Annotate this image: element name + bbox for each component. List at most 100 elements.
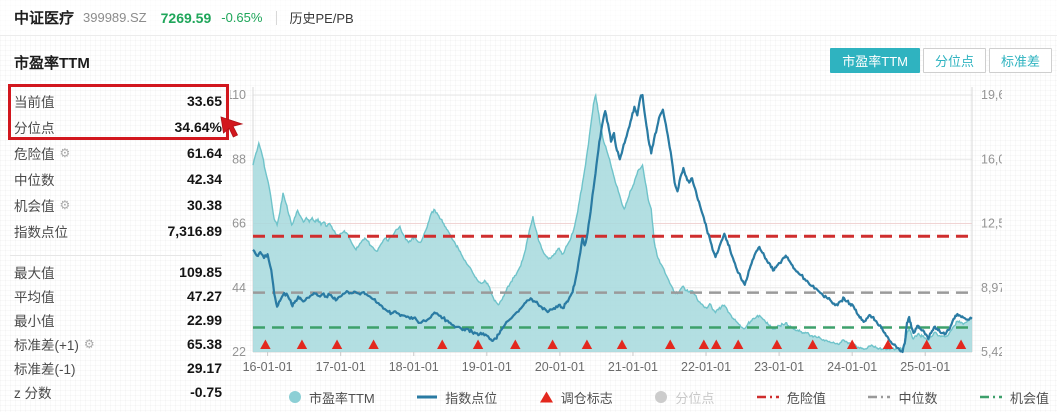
- svg-text:19-01-01: 19-01-01: [462, 360, 512, 374]
- stat-value: -0.75: [190, 384, 222, 400]
- stat-value: 30.38: [186, 197, 222, 213]
- stats-group-extra: 最大值 109.85 平均值 47.27 最小值 22.99 标准差(+1) ⚙ 65.38 标准…: [14, 260, 222, 404]
- legend-label: 中位数: [898, 390, 938, 406]
- rebalance-marker-icon: [368, 339, 379, 349]
- rebalance-marker-icon: [437, 339, 448, 349]
- legend-item-危险值[interactable]: 危险值: [756, 388, 826, 407]
- stat-label: 指数点位: [14, 225, 68, 240]
- stat-value: 34.64%: [174, 119, 222, 135]
- legend-dot-icon: [289, 391, 301, 403]
- stat-row: 机会值 ⚙ 30.38: [14, 192, 222, 218]
- stats-divider: [10, 255, 222, 256]
- legend-label: 调仓标志: [560, 390, 613, 406]
- stat-label: 最大值: [14, 266, 55, 281]
- stat-row: 最大值 109.85: [14, 260, 222, 284]
- stat-value: 65.38: [186, 336, 222, 352]
- stat-label: 最小值: [14, 314, 55, 329]
- legend-item-市盈率TTM[interactable]: 市盈率TTM: [288, 388, 375, 407]
- svg-text:8,976: 8,976: [981, 281, 1002, 295]
- legend-item-调仓标志[interactable]: 调仓标志: [539, 388, 613, 407]
- stat-value: 109.85: [179, 264, 222, 280]
- svg-text:21-01-01: 21-01-01: [608, 360, 658, 374]
- legend-triangle-icon: [539, 391, 553, 403]
- stat-label: 危险值: [14, 147, 55, 162]
- stat-label: 标准差(-1): [14, 362, 76, 377]
- tab-分位点[interactable]: 分位点: [922, 48, 986, 73]
- legend-item-指数点位[interactable]: 指数点位: [416, 388, 497, 407]
- stat-row: 标准差(+1) ⚙ 65.38: [14, 332, 222, 356]
- rebalance-marker-icon: [882, 339, 894, 349]
- stat-value: 22.99: [186, 312, 222, 328]
- svg-text:22-01-01: 22-01-01: [681, 360, 731, 374]
- stat-row: 最小值 22.99: [14, 308, 222, 332]
- rebalance-marker-icon: [807, 339, 818, 349]
- svg-text:23-01-01: 23-01-01: [754, 360, 804, 374]
- rebalance-marker-icon: [955, 339, 967, 349]
- gear-icon[interactable]: ⚙: [59, 198, 71, 212]
- stat-label: 分位点: [14, 121, 55, 136]
- rebalance-marker-icon: [260, 339, 271, 349]
- gear-icon[interactable]: ⚙: [59, 146, 71, 160]
- stat-label: 机会值: [14, 199, 55, 214]
- legend-label: 分位点: [675, 390, 715, 406]
- svg-text:24-01-01: 24-01-01: [827, 360, 877, 374]
- stat-row: 分位点 34.64%: [14, 114, 222, 140]
- svg-text:16-01-01: 16-01-01: [243, 360, 293, 374]
- stat-value: 61.64: [186, 145, 222, 161]
- stat-row: 标准差(-1) 29.17: [14, 356, 222, 380]
- rebalance-marker-icon: [547, 339, 558, 349]
- pe-trend-chart: 22 5,422 44 8,976 66 12,530 88 16,084 110 19,637 1…: [230, 87, 1002, 374]
- tab-标准差[interactable]: 标准差: [988, 48, 1052, 73]
- index-line: [252, 93, 973, 354]
- legend-line-icon: [417, 395, 438, 399]
- legend-item-中位数[interactable]: 中位数: [867, 388, 937, 407]
- svg-text:19,637: 19,637: [981, 88, 1002, 102]
- panel-title: 市盈率TTM: [14, 55, 90, 72]
- stat-row: 指数点位 7,316.89: [14, 218, 222, 244]
- stat-label: z 分数: [14, 386, 52, 401]
- svg-text:16,084: 16,084: [981, 152, 1002, 166]
- stat-row: 当前值 33.65: [14, 88, 222, 114]
- stat-value: 33.65: [186, 93, 222, 109]
- rebalance-marker-icon: [698, 339, 710, 349]
- pe-ttm-area: [253, 95, 972, 353]
- index-change: -0.65%: [221, 10, 263, 25]
- index-code: 399989.SZ: [83, 10, 147, 25]
- svg-text:20-01-01: 20-01-01: [535, 360, 585, 374]
- svg-text:18-01-01: 18-01-01: [389, 360, 439, 374]
- header-divider: [276, 10, 278, 25]
- stat-row: 平均值 47.27: [14, 284, 222, 308]
- rebalance-marker-icon: [846, 339, 858, 349]
- legend-item-分位点[interactable]: 分位点: [654, 388, 714, 407]
- rebalance-marker-icon: [711, 339, 722, 349]
- tab-市盈率TTM[interactable]: 市盈率TTM: [830, 48, 920, 73]
- legend-label: 危险值: [786, 390, 826, 406]
- svg-text:22: 22: [232, 345, 246, 359]
- stat-row: 中位数 42.34: [14, 166, 222, 192]
- legend-dashdot-icon: [868, 395, 891, 399]
- gear-icon[interactable]: ⚙: [83, 337, 95, 351]
- stat-value: 7,316.89: [167, 223, 223, 239]
- svg-text:12,530: 12,530: [981, 217, 1002, 231]
- rebalance-marker-icon: [581, 339, 593, 349]
- stat-value: 47.27: [186, 288, 222, 304]
- legend-dashdot-icon: [979, 395, 1002, 399]
- svg-text:44: 44: [232, 281, 246, 295]
- metric-tabs: 市盈率TTM 分位点 标准差: [830, 48, 1052, 73]
- rebalance-marker-icon: [296, 339, 308, 349]
- rebalance-marker-icon: [472, 339, 484, 349]
- stat-value: 42.34: [186, 171, 222, 187]
- rebalance-marker-icon: [732, 339, 744, 349]
- svg-text:110: 110: [230, 88, 246, 102]
- history-pe-pb-link[interactable]: 历史PE/PB: [289, 11, 354, 26]
- legend-dashdot-icon: [756, 395, 779, 399]
- rebalance-marker-icon: [616, 339, 628, 349]
- legend-item-机会值[interactable]: 机会值: [979, 388, 1049, 407]
- stat-label: 当前值: [14, 95, 55, 110]
- stat-row: z 分数 -0.75: [14, 380, 222, 404]
- stats-panel: 市盈率TTM 当前值 33.65 分位点 34.64% 危险值 ⚙ 61.64 中位数 42.3…: [0, 36, 244, 412]
- rebalance-marker-icon: [331, 339, 343, 349]
- legend-dot-icon: [655, 391, 668, 403]
- legend-label: 市盈率TTM: [309, 390, 375, 406]
